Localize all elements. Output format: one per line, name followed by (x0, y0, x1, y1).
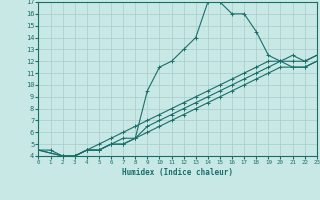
X-axis label: Humidex (Indice chaleur): Humidex (Indice chaleur) (122, 168, 233, 177)
